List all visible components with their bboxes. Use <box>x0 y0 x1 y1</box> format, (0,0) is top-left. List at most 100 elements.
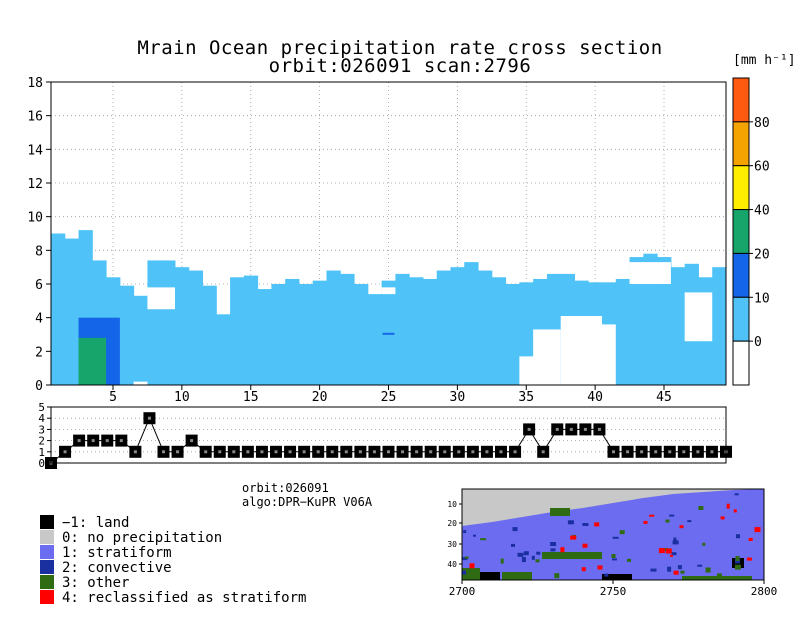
rain-column <box>422 278 438 385</box>
map-pixel <box>673 570 679 575</box>
map-y-tick-label: 40 <box>447 560 457 569</box>
legend-swatch <box>40 590 54 604</box>
map-pixel <box>649 514 655 517</box>
map-pixel <box>611 554 616 558</box>
map-pixel <box>535 559 540 563</box>
y-tick-label: 4 <box>35 312 43 327</box>
map-pixel <box>550 548 556 552</box>
type-point-center <box>91 439 95 443</box>
rain-column <box>216 314 231 385</box>
colorbar-segment <box>732 296 750 342</box>
map-pixel <box>627 558 631 562</box>
map-pixel <box>673 537 677 543</box>
type-point-center <box>401 450 405 454</box>
map-pixel <box>562 555 565 559</box>
colorbar-segment <box>732 252 750 298</box>
type-point-center <box>288 450 292 454</box>
type-point-center <box>63 450 67 454</box>
map-pixel <box>469 563 475 569</box>
map-pixel <box>748 538 753 541</box>
map-pixel <box>702 542 706 546</box>
type-point-center <box>668 450 672 454</box>
map-pixel <box>698 506 704 510</box>
map-x-tick-label: 2750 <box>600 585 627 598</box>
type-y-tick-label: 2 <box>38 435 45 448</box>
map-y-tick-label: 10 <box>447 500 457 509</box>
map-other-patch <box>550 508 570 516</box>
map-pixel <box>567 520 574 525</box>
map-pixel <box>733 509 737 513</box>
legend-item: −1: land <box>40 515 130 531</box>
rain-column <box>174 267 190 385</box>
y-tick-label: 2 <box>35 345 43 360</box>
x-tick-label: 15 <box>243 390 259 405</box>
orbit-info: orbit:026091 <box>242 481 329 495</box>
swath-map: 2700 2750 2800 10 20 30 40 <box>447 488 778 598</box>
no-rain-gap <box>381 287 396 295</box>
map-pixel <box>667 566 672 572</box>
rain-column <box>188 270 204 385</box>
no-rain-gap <box>588 324 616 385</box>
type-point-center <box>640 450 644 454</box>
type-point-center <box>387 450 390 454</box>
map-pixel <box>463 530 467 534</box>
map-pixel <box>500 558 504 564</box>
legend-swatch <box>40 545 54 559</box>
legend-label: 1: stratiform <box>62 545 172 561</box>
type-point-center <box>133 450 137 454</box>
type-point-center <box>176 450 180 454</box>
rain-column <box>629 257 644 385</box>
map-pixel <box>697 564 703 567</box>
y-tick-label: 12 <box>27 177 43 192</box>
y-tick-label: 10 <box>27 211 43 226</box>
map-pixel <box>665 548 672 554</box>
rain-column <box>161 260 176 385</box>
type-plot-frame <box>50 406 727 464</box>
type-point-center <box>344 450 348 454</box>
rain-column <box>491 277 507 385</box>
legend-item: 4: reclassified as stratiform <box>40 590 306 606</box>
map-pixel <box>480 538 487 541</box>
chart-title-line1: Mrain Ocean precipitation rate cross sec… <box>137 37 663 59</box>
rain-column <box>615 278 631 385</box>
legend-item: 2: convective <box>40 560 172 576</box>
rain-column <box>133 295 148 385</box>
type-point-center <box>457 450 461 454</box>
type-point-center <box>710 450 714 454</box>
map-pixel <box>581 567 586 572</box>
rain-column <box>395 273 410 385</box>
map-pixel <box>464 556 469 559</box>
type-y-tick-label: 1 <box>38 446 45 459</box>
legend-label: −1: land <box>62 515 130 531</box>
type-point-center <box>429 450 433 454</box>
chart-title-line2: orbit:026091 scan:2796 <box>268 55 532 77</box>
map-pixel <box>705 567 711 573</box>
type-point-center <box>555 427 559 431</box>
colorbar-tick-label: 0 <box>754 335 762 350</box>
map-pixel <box>597 565 603 570</box>
map-pixel <box>582 543 588 548</box>
colorbar: 0 10 20 40 60 80 <box>732 77 770 386</box>
rain-column <box>643 253 658 385</box>
legend-item: 0: no precipitation <box>40 530 222 546</box>
type-point-center <box>485 450 489 454</box>
map-land-patch <box>602 574 632 580</box>
map-pixel <box>517 552 524 557</box>
map-pixel <box>717 573 722 577</box>
map-x-tick-label: 2800 <box>751 585 778 598</box>
map-other-patch <box>502 572 532 580</box>
map-pixel <box>512 527 518 532</box>
type-point-center <box>626 450 630 454</box>
map-pixel <box>736 534 740 539</box>
type-point-center <box>471 450 475 454</box>
x-tick-label: 25 <box>381 390 397 405</box>
colorbar-tick-label: 80 <box>754 116 770 131</box>
legend-item: 3: other <box>40 575 129 591</box>
rain-rate-20-40-region <box>78 337 107 385</box>
map-pixel <box>594 522 600 527</box>
type-point-center <box>541 450 545 454</box>
x-tick-label: 20 <box>312 390 328 405</box>
map-other-patch <box>542 552 602 559</box>
map-stratiform-band <box>462 489 764 580</box>
